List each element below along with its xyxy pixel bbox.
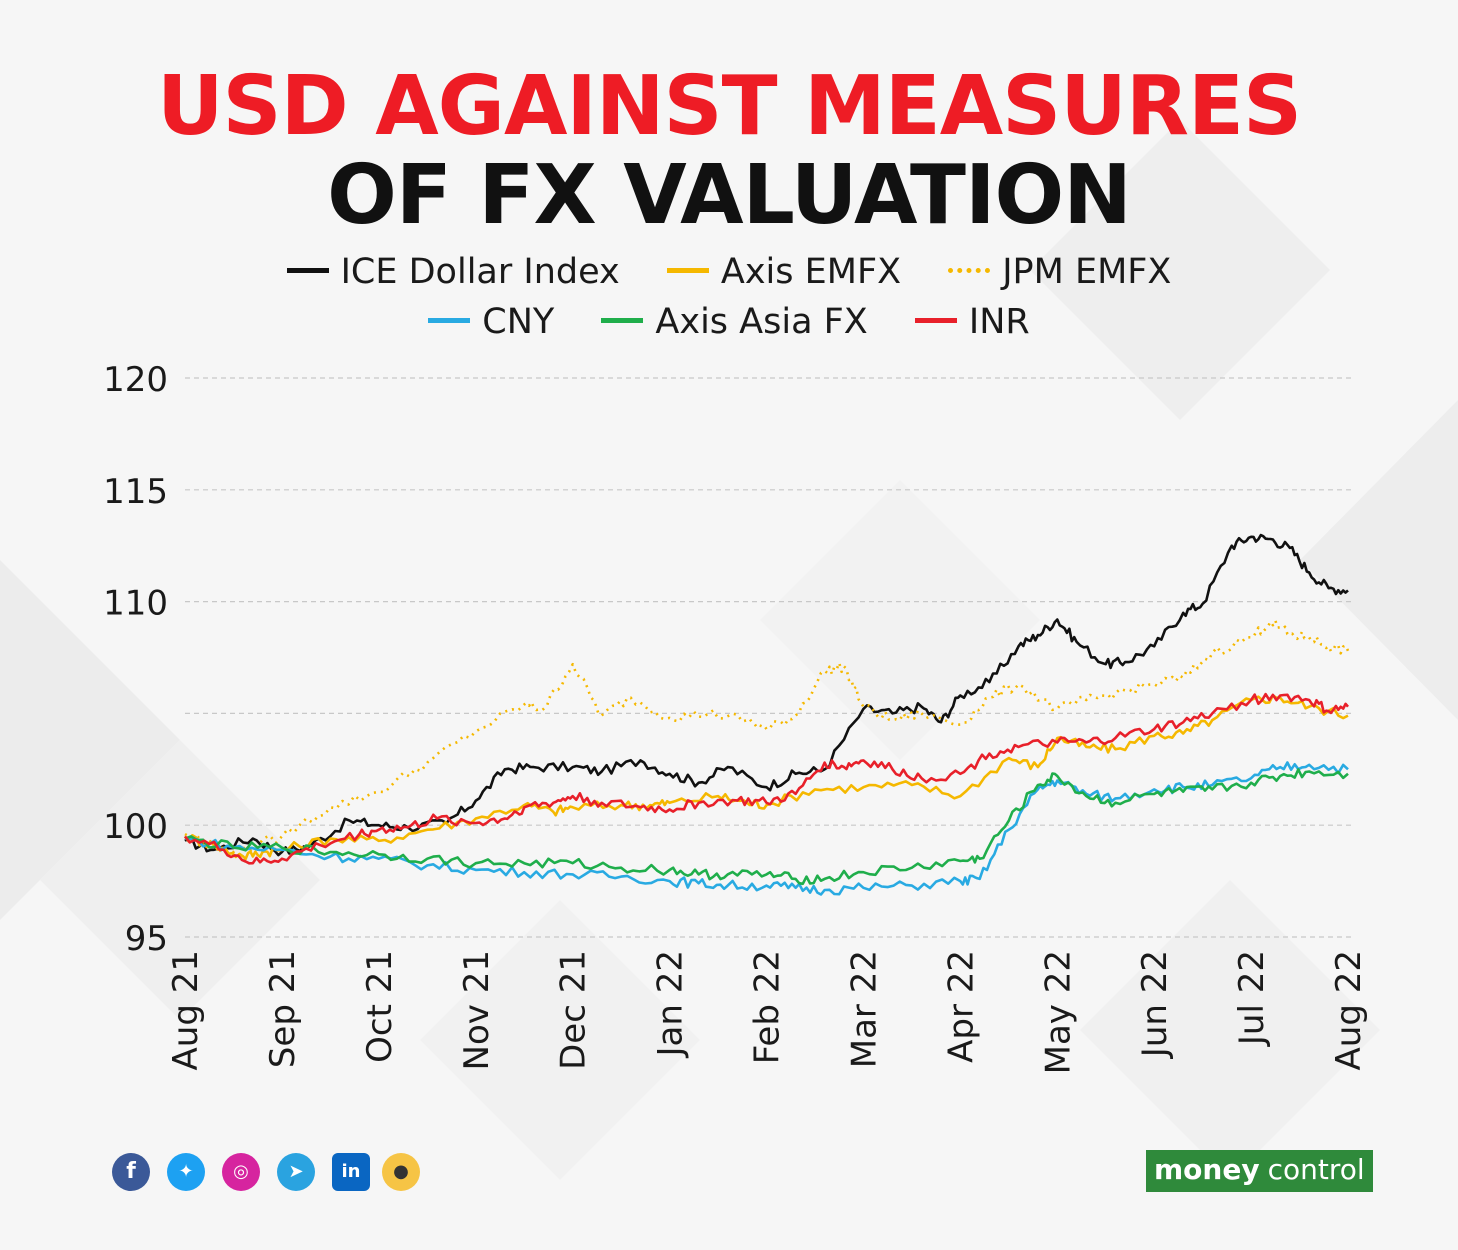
title-block: USD AGAINST MEASURES OF FX VALUATION: [0, 62, 1458, 240]
legend-swatch-inr: [914, 317, 957, 323]
x-tick-label: Mar 22: [844, 950, 884, 1068]
legend-label-axis-asia-fx: Axis Asia FX: [655, 302, 868, 342]
series-line-cny: [184, 761, 1349, 896]
x-tick-label: Dec 21: [554, 950, 594, 1070]
series-line-inr: [183, 692, 1349, 865]
y-tick-label: 110: [103, 584, 168, 624]
instagram-icon[interactable]: ◎: [222, 1153, 260, 1191]
legend-label-axis-emfx: Axis EMFX: [720, 252, 902, 292]
chart-title-line2: OF FX VALUATION: [327, 148, 1132, 243]
legend-label-jpm-emfx: JPM EMFX: [1002, 252, 1172, 292]
x-axis-ticks: Aug 21 Sep 21 Oct 21 Nov 21 Dec 21 Jan 22 Feb …: [166, 950, 1369, 1074]
koo-icon[interactable]: ●: [382, 1153, 420, 1191]
x-tick-label: Jun 22: [1135, 950, 1175, 1059]
grid-lines: [185, 377, 1352, 938]
legend-item-ice-dollar-index: ICE Dollar Index: [286, 252, 620, 292]
legend-swatch-jpm-emfx: [948, 267, 991, 273]
legend-swatch-axis-emfx: [666, 267, 709, 273]
legend-label-cny: CNY: [482, 302, 555, 342]
legend-swatch-axis-asia-fx: [601, 317, 644, 323]
x-tick-label: Nov 21: [457, 950, 497, 1070]
x-tick-label: Aug 22: [1329, 950, 1369, 1070]
x-tick-label: Feb 22: [748, 950, 788, 1064]
y-tick-label: 115: [103, 472, 168, 512]
x-tick-label: Aug 21: [166, 950, 206, 1070]
y-tick-label: 100: [103, 807, 168, 847]
legend-label-inr: INR: [968, 302, 1030, 342]
x-tick-label: Jul 22: [1232, 950, 1272, 1047]
series-lines: [183, 533, 1350, 896]
legend-item-inr: INR: [914, 302, 1030, 342]
series-line-axis-emfx: [183, 694, 1349, 861]
legend-row-1: ICE Dollar Index Axis EMFX JPM EMFX: [0, 252, 1458, 292]
x-tick-label: May 22: [1038, 950, 1078, 1074]
y-axis-ticks: 120 115 110 100 95: [103, 360, 168, 959]
logo-part-control: control: [1267, 1150, 1373, 1192]
legend-row-2: CNY Axis Asia FX INR: [0, 302, 1458, 342]
x-tick-label: Apr 22: [941, 950, 981, 1063]
legend-item-cny: CNY: [428, 302, 554, 342]
series-line-axis-asia-fx: [184, 768, 1349, 886]
chart-title-line1: USD AGAINST MEASURES: [156, 59, 1302, 154]
x-tick-label: Oct 21: [360, 950, 400, 1063]
x-tick-label: Jan 22: [651, 950, 691, 1058]
legend-item-jpm-emfx: JPM EMFX: [948, 252, 1171, 292]
y-tick-label: 95: [125, 919, 168, 959]
legend-item-axis-asia-fx: Axis Asia FX: [601, 302, 868, 342]
twitter-icon[interactable]: ✦: [167, 1153, 205, 1191]
legend-swatch-cny: [428, 317, 471, 323]
linkedin-icon[interactable]: in: [332, 1153, 370, 1191]
telegram-icon[interactable]: ➤: [277, 1153, 315, 1191]
legend-item-axis-emfx: Axis EMFX: [666, 252, 902, 292]
moneycontrol-logo: money control: [1146, 1150, 1373, 1192]
logo-part-money: money: [1146, 1150, 1268, 1192]
legend-label-ice: ICE Dollar Index: [340, 252, 620, 292]
x-tick-label: Sep 21: [263, 950, 303, 1068]
y-tick-label: 120: [103, 360, 168, 400]
facebook-icon[interactable]: f: [112, 1153, 150, 1191]
legend-swatch-ice: [286, 267, 329, 273]
